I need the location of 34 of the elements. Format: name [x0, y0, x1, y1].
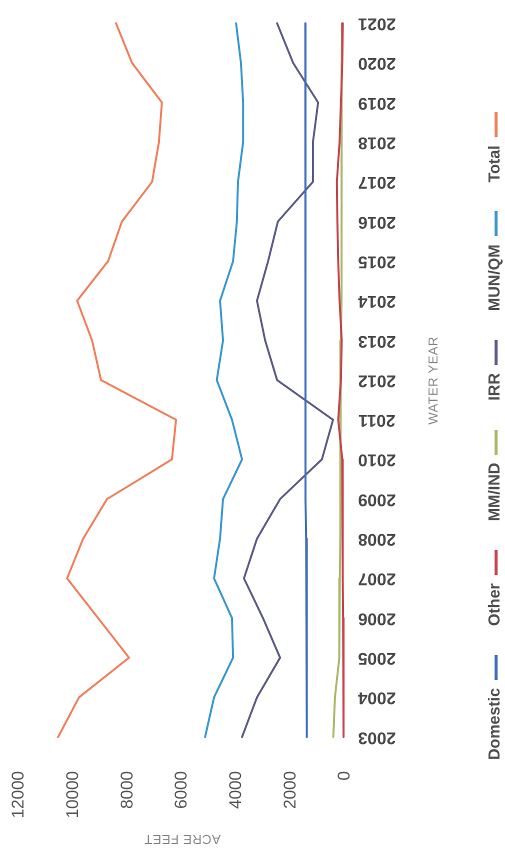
legend-label: Domestic	[486, 688, 505, 760]
x-tick-label: 0	[334, 771, 354, 780]
legend-label: IRR	[486, 373, 505, 401]
y-tick-label: 2015	[358, 252, 396, 272]
y-tick-label: 2009	[358, 490, 396, 510]
y-tick-label: 2016	[358, 212, 396, 232]
legend-label: MM/IND	[486, 462, 505, 522]
y-tick-label: 2013	[358, 332, 396, 351]
legend-label: Total	[486, 145, 505, 182]
x-axis-title: ACRE FEET	[144, 830, 220, 846]
x-tick-label: 2000	[280, 771, 300, 809]
x-tick-label: 4000	[226, 771, 246, 809]
y-tick-label: 2007	[358, 570, 396, 589]
y-tick-label: 2006	[358, 609, 396, 628]
y-tick-label: 2017	[358, 173, 396, 192]
x-tick-label: 8000	[117, 771, 136, 809]
y-tick-label: 2020	[358, 54, 396, 74]
y-tick-label: 2018	[358, 133, 396, 152]
legend-label: Other	[486, 583, 505, 626]
y-tick-label: 2021	[358, 14, 396, 34]
x-tick-label: 12000	[8, 771, 28, 818]
x-tick-label: 6000	[172, 771, 191, 809]
y-tick-label: 2011	[358, 411, 396, 430]
legend-label: MUN/QM	[486, 244, 505, 312]
y-tick-label: 2019	[358, 94, 396, 113]
y-tick-label: 2008	[358, 530, 396, 550]
y-tick-label: 2010	[358, 450, 396, 470]
y-tick-label: 2004	[357, 688, 396, 708]
y-tick-label: 2014	[357, 292, 396, 312]
y-tick-label: 2003	[358, 728, 396, 748]
y-axis-title: WATER YEAR	[426, 336, 442, 424]
y-tick-label: 2005	[358, 649, 396, 668]
y-tick-label: 2012	[358, 371, 396, 390]
x-tick-label: 10000	[63, 771, 82, 818]
